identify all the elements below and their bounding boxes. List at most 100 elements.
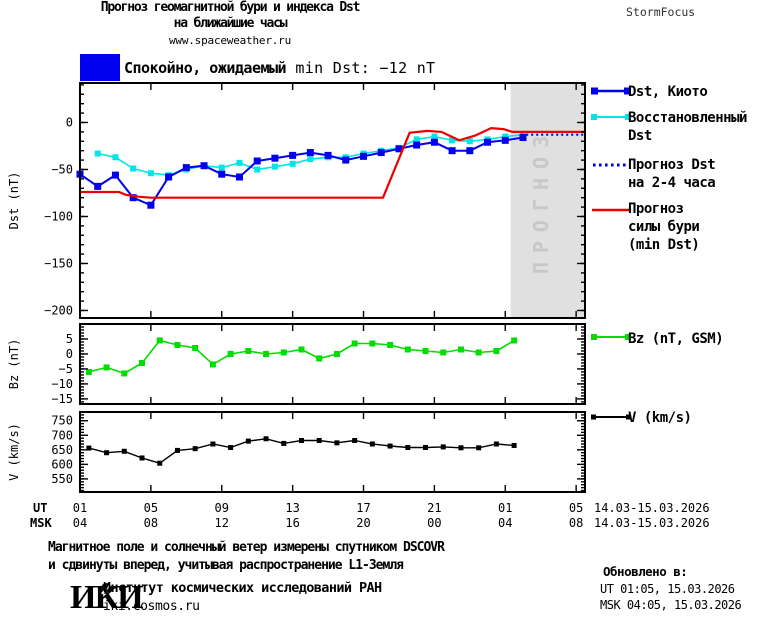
dst-panel-border	[79, 82, 586, 319]
dst-axis-label: Dst (nT)	[7, 172, 21, 230]
bz-marker	[333, 350, 340, 357]
v-legend-marker	[591, 414, 631, 420]
msk-row-label: MSK	[30, 516, 52, 530]
legend-restored-dst: Восстановленный Dst	[628, 109, 747, 145]
v-ytick-label: 750	[51, 414, 73, 428]
page-title: Прогноз геомагнитной бури и индекса Dst	[100, 0, 361, 15]
v-marker	[245, 438, 251, 444]
msk-tick-label: 04	[498, 516, 512, 530]
bz-marker	[280, 349, 287, 356]
legend-dst-kyoto: Dst, Киото	[628, 84, 708, 100]
restored-dst-marker	[112, 154, 119, 161]
v-marker	[228, 444, 234, 450]
dst-kyoto-marker	[289, 151, 297, 159]
bz-series	[85, 337, 518, 377]
bz-line	[88, 339, 515, 375]
v-axis-label: V (km/s)	[7, 423, 21, 481]
dst-kyoto-marker	[165, 173, 173, 181]
storm-status-min-dst: min Dst: −12 nT	[286, 59, 436, 77]
restored-dst-marker	[218, 164, 225, 171]
v-marker	[210, 441, 216, 447]
bz-marker	[369, 340, 376, 347]
restored-dst-marker	[431, 133, 438, 140]
msk-tick-label: 12	[215, 516, 229, 530]
restored-dst-marker	[413, 136, 420, 143]
bz-ytick-label: −10	[51, 377, 73, 391]
dst-ytick-label: 0	[66, 115, 73, 129]
dst-kyoto-legend-marker	[591, 87, 631, 95]
data-source-note-line1: Магнитное поле и солнечный ветер измерен…	[48, 540, 445, 555]
v-marker	[86, 445, 92, 451]
bz-panel: 50−5−10−15 Bz (nT)	[7, 323, 586, 406]
ut-tick-label: 05	[144, 501, 158, 515]
dst-ytick-label: −50	[51, 162, 73, 176]
v-marker	[192, 446, 198, 452]
dst-panel: ПРОГНОЗ 0 −50 −100 −150 −200 Dst (nT)	[7, 82, 586, 319]
v-marker	[263, 436, 269, 442]
storm-forecast-series	[80, 126, 585, 199]
bz-marker	[174, 341, 181, 348]
restored-dst-marker	[449, 137, 456, 144]
dst-kyoto-marker	[200, 162, 208, 170]
site-link[interactable]: www.spaceweather.ru	[168, 34, 292, 47]
msk-tick-label: 08	[144, 516, 158, 530]
ut-date-range: 14.03-15.03.2026	[594, 501, 710, 515]
restored-dst-legend-marker	[591, 114, 631, 120]
bz-axis-label: Bz (nT)	[7, 339, 21, 390]
updated-label: Обновлено в:	[603, 564, 688, 579]
page-title-line2: на ближайшие часы	[173, 16, 288, 31]
msk-date-range: 14.03-15.03.2026	[594, 516, 710, 530]
bz-marker	[457, 346, 464, 353]
dst-ytick-label: −150	[44, 256, 73, 270]
dst-kyoto-marker	[306, 149, 314, 157]
legend-storm-line2: силы бури	[628, 219, 700, 235]
v-marker	[423, 444, 429, 450]
legend-storm-line3: (min Dst)	[628, 237, 700, 253]
bz-legend-marker	[591, 334, 631, 340]
ut-tick-label: 13	[285, 501, 299, 515]
ut-tick-label: 01	[73, 501, 87, 515]
dst-ytick-label: −200	[44, 303, 73, 317]
bz-ytick-label: 5	[66, 332, 73, 346]
dst-kyoto-marker	[111, 171, 119, 179]
msk-tick-label: 20	[356, 516, 370, 530]
bz-marker	[298, 346, 305, 353]
storm-status-line: Спокойно, ожидаемый min Dst: −12 nT	[124, 59, 435, 77]
bz-ytick-label: −5	[59, 362, 73, 376]
dst-kyoto-marker	[94, 182, 102, 190]
v-marker	[139, 455, 145, 461]
dst-kyoto-marker	[324, 151, 332, 159]
quiet-level-swatch	[80, 54, 120, 81]
v-ytick-label: 700	[51, 428, 73, 442]
bz-ytick-label: 0	[66, 347, 73, 361]
iki-site-link[interactable]: iki.cosmos.ru	[103, 599, 200, 614]
bz-marker	[227, 350, 234, 357]
bz-marker	[209, 361, 216, 368]
ut-tick-label: 05	[569, 501, 583, 515]
ut-tick-label: 17	[356, 501, 370, 515]
v-ytick-label: 600	[51, 457, 73, 471]
dst-kyoto-marker	[182, 164, 190, 172]
storm-forecast-line	[80, 126, 585, 199]
v-marker	[405, 444, 411, 450]
bz-marker	[404, 346, 411, 353]
updated-ut: UT 01:05, 15.03.2026	[600, 582, 735, 596]
time-axis-labels: UT 01 05 09 13 17 21 01 05 14.03-15.03.2026 MSK 04 0…	[30, 501, 710, 530]
bz-marker	[245, 347, 252, 354]
v-marker	[157, 460, 163, 466]
bz-marker	[85, 368, 92, 375]
legend-restored-line2: Dst	[628, 128, 652, 144]
v-marker	[440, 444, 446, 450]
bz-marker	[103, 364, 110, 371]
dst-kyoto-marker	[360, 152, 368, 160]
restored-dst-marker	[147, 170, 154, 177]
v-marker	[104, 450, 110, 456]
ut-tick-label: 21	[427, 501, 441, 515]
bz-marker	[511, 337, 518, 344]
bz-marker	[493, 347, 500, 354]
dst-kyoto-marker	[218, 170, 226, 178]
v-ytick-label: 550	[51, 472, 73, 486]
dst-kyoto-marker	[430, 138, 438, 146]
